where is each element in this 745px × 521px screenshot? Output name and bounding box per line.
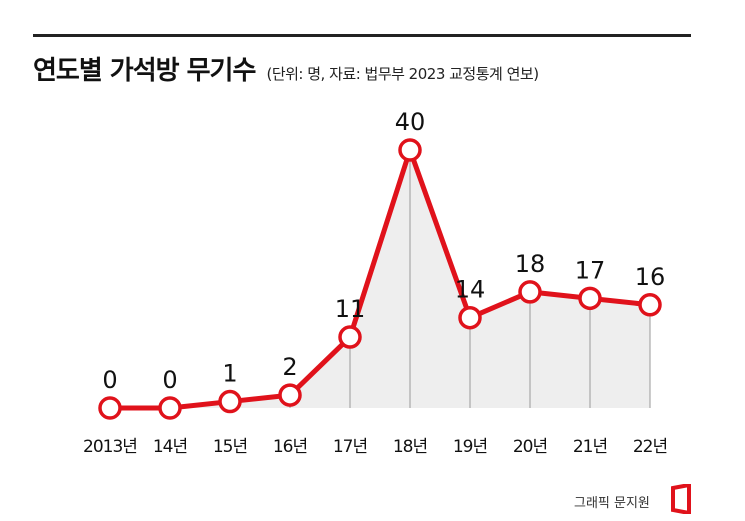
top-rule [33,34,691,37]
data-label: 16 [635,263,666,291]
graphic-credit: 그래픽 문지원 [574,496,650,511]
x-tick-label: 20년 [513,437,547,457]
x-tick-label: 18년 [393,437,427,457]
data-point [398,138,422,162]
data-label: 18 [515,250,546,278]
area-fill [110,150,650,408]
data-point [458,305,482,330]
data-label: 2 [282,353,297,381]
data-point [218,389,242,414]
x-tick-label: 22년 [633,437,667,457]
x-tick-label: 19년 [453,437,487,457]
publisher-logo-icon [671,484,691,514]
x-tick-label: 16년 [273,437,307,457]
x-tick-label: 21년 [573,437,607,457]
data-label: 40 [395,108,426,136]
chart-title: 연도별 가석방 무기수 [33,56,256,86]
data-label: 0 [162,366,177,394]
data-point [278,383,302,407]
data-point [578,286,602,311]
data-point [518,280,542,304]
chart-subtitle: (단위: 명, 자료: 법무부 2023 교정통계 연보) [266,65,539,83]
x-tick-label: 15년 [213,437,247,457]
data-point [338,325,362,349]
x-tick-label: 17년 [333,437,367,457]
data-label: 1 [222,360,237,388]
x-tick-label: 14년 [153,437,187,457]
x-tick-label: 2013년 [83,437,137,457]
data-label: 11 [335,295,366,323]
series-line [107,147,653,411]
data-label: 0 [102,366,117,394]
data-label: 17 [575,256,606,284]
data-point [638,293,662,317]
data-point [158,396,182,420]
title-row: 연도별 가석방 무기수 (단위: 명, 자료: 법무부 2023 교정통계 연보… [33,50,539,87]
data-point [98,396,122,420]
data-label: 14 [455,276,486,304]
